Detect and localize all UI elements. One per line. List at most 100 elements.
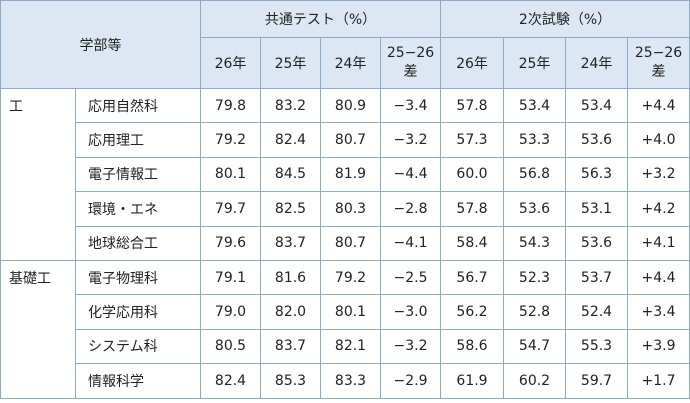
cell-value: 56.8 bbox=[503, 156, 566, 193]
table-header: 学部等 共通テスト（%） 2次試験（%） 26年 25年 24年 25−26 差 26年 2… bbox=[0, 0, 690, 89]
group-name: 基礎工 bbox=[0, 259, 76, 399]
cell-value: 53.3 bbox=[503, 122, 566, 158]
table-row: 情報科学 82.4 85.3 83.3 −2.9 61.9 60.2 59.7 +1.7 bbox=[1, 363, 690, 399]
cell-value: 57.8 bbox=[440, 87, 504, 124]
dept-name: 化学応用科 bbox=[75, 294, 201, 330]
cell-value: 83.7 bbox=[260, 328, 321, 365]
cell-value: 79.7 bbox=[200, 191, 261, 227]
column-header: 24年 bbox=[565, 37, 628, 89]
cell-value: 81.9 bbox=[320, 156, 381, 193]
cell-value: 52.4 bbox=[565, 294, 628, 330]
cell-value: +4.2 bbox=[626, 191, 690, 227]
cell-value: 79.0 bbox=[200, 294, 261, 330]
dept-name: 地球総合工 bbox=[75, 225, 201, 261]
cell-value: 52.3 bbox=[503, 259, 566, 296]
table-row: 電子情報工 80.1 84.5 81.9 −4.4 60.0 56.8 56.3 +3.2 bbox=[1, 156, 690, 193]
table-row: 工応用自然科 79.8 83.2 80.9 −3.4 57.8 53.4 53.4 +4.4 bbox=[0, 87, 690, 261]
cell-value: 80.7 bbox=[320, 225, 381, 261]
cell-value: 53.1 bbox=[565, 191, 628, 227]
cell-value: −2.9 bbox=[380, 363, 441, 399]
cell-value: 80.5 bbox=[200, 328, 261, 365]
cell-value: 79.2 bbox=[200, 122, 261, 158]
column-header: 25−26 差 bbox=[380, 37, 441, 89]
table-row: 地球総合工 79.6 83.7 80.7 −4.1 58.4 54.3 53.6 +4.1 bbox=[1, 225, 690, 261]
table-row: 基礎工 電子物理科 79.1 81.6 79.2 −2.5 56.7 52.3 53.7 +4.4 bbox=[0, 259, 690, 399]
cell-value: 82.4 bbox=[200, 363, 261, 399]
section-title: 2次試験（%） bbox=[439, 0, 690, 38]
cell-value: 83.2 bbox=[260, 87, 321, 124]
dept-name: 情報科学 bbox=[75, 363, 201, 399]
cell-value: 79.8 bbox=[200, 87, 261, 124]
cell-value: 82.0 bbox=[260, 294, 321, 330]
column-header: 26年 bbox=[200, 37, 261, 89]
column-header: 24年 bbox=[320, 37, 381, 89]
dept-name: 電子物理科 bbox=[75, 259, 201, 296]
cell-value: 56.3 bbox=[565, 156, 628, 193]
cell-value: 53.7 bbox=[565, 259, 628, 296]
cell-value: 58.6 bbox=[440, 328, 504, 365]
cell-value: 56.2 bbox=[440, 294, 504, 330]
cell-value: −3.0 bbox=[380, 294, 441, 330]
cell-value: +3.2 bbox=[626, 156, 690, 193]
cell-value: −3.2 bbox=[380, 122, 441, 158]
cell-value: 82.1 bbox=[320, 328, 381, 365]
cell-value: 59.7 bbox=[565, 363, 628, 399]
cell-value: 58.4 bbox=[440, 225, 504, 261]
cell-value: +3.4 bbox=[626, 294, 690, 330]
table-row: システム科 80.5 83.7 82.1 −3.2 58.6 54.7 55.3 +3.9 bbox=[1, 328, 690, 365]
column-header: 25年 bbox=[260, 37, 321, 89]
cell-value: −3.4 bbox=[380, 87, 441, 124]
cell-value: 79.1 bbox=[200, 259, 261, 296]
cell-value: 85.3 bbox=[260, 363, 321, 399]
cell-value: 53.4 bbox=[565, 87, 628, 124]
cell-value: 79.6 bbox=[200, 225, 261, 261]
cell-value: 80.3 bbox=[320, 191, 381, 227]
cell-value: 84.5 bbox=[260, 156, 321, 193]
cell-value: 56.7 bbox=[440, 259, 504, 296]
cell-value: +4.4 bbox=[626, 87, 690, 124]
cell-value: 52.8 bbox=[503, 294, 566, 330]
section-title: 共通テスト（%） bbox=[200, 0, 441, 38]
cell-value: −2.5 bbox=[380, 259, 441, 296]
cell-value: +4.1 bbox=[626, 225, 690, 261]
cell-value: +4.0 bbox=[626, 122, 690, 158]
column-header-line: 25−26 bbox=[386, 45, 435, 61]
cell-value: 54.7 bbox=[503, 328, 566, 365]
cell-value: −4.1 bbox=[380, 225, 441, 261]
cell-value: +3.9 bbox=[626, 328, 690, 365]
cell-value: 83.3 bbox=[320, 363, 381, 399]
cell-value: −2.8 bbox=[380, 191, 441, 227]
cell-value: −3.2 bbox=[380, 328, 441, 365]
cell-value: 53.6 bbox=[565, 225, 628, 261]
table-row: 応用理工 79.2 82.4 80.7 −3.2 57.3 53.3 53.6 +4.0 bbox=[1, 122, 690, 158]
dept-name: 電子情報工 bbox=[75, 156, 201, 193]
cell-value: 54.3 bbox=[503, 225, 566, 261]
column-header: 25−26 差 bbox=[626, 37, 690, 89]
cell-value: 55.3 bbox=[565, 328, 628, 365]
dept-name: 応用自然科 bbox=[75, 87, 201, 124]
dept-name: 応用理工 bbox=[75, 122, 201, 158]
cell-value: 53.4 bbox=[503, 87, 566, 124]
cell-value: −4.4 bbox=[380, 156, 441, 193]
dept-name: システム科 bbox=[75, 328, 201, 365]
table-body: 工応用自然科 79.8 83.2 80.9 −3.4 57.8 53.4 53.4 +4.4 応用… bbox=[0, 87, 690, 399]
cell-value: 82.5 bbox=[260, 191, 321, 227]
cell-value: 81.6 bbox=[260, 259, 321, 296]
cell-value: 60.2 bbox=[503, 363, 566, 399]
cell-value: 57.3 bbox=[440, 122, 504, 158]
cell-value: 61.9 bbox=[440, 363, 504, 399]
column-header-line: 差 bbox=[651, 64, 666, 80]
dept-name: 環境・エネ bbox=[75, 191, 201, 227]
group-name: 工 bbox=[0, 88, 76, 261]
table-row: 化学応用科 79.0 82.0 80.1 −3.0 56.2 52.8 52.4 +3.4 bbox=[1, 294, 690, 330]
cell-value: 57.8 bbox=[440, 191, 504, 227]
cell-value: 83.7 bbox=[260, 225, 321, 261]
cell-value: 80.1 bbox=[320, 294, 381, 330]
cell-value: 82.4 bbox=[260, 122, 321, 158]
cell-value: 80.1 bbox=[200, 156, 261, 193]
cell-value: 53.6 bbox=[503, 191, 566, 227]
group-label: 学部等 bbox=[0, 0, 201, 89]
cell-value: 60.0 bbox=[440, 156, 504, 193]
column-header-line: 差 bbox=[403, 64, 418, 80]
